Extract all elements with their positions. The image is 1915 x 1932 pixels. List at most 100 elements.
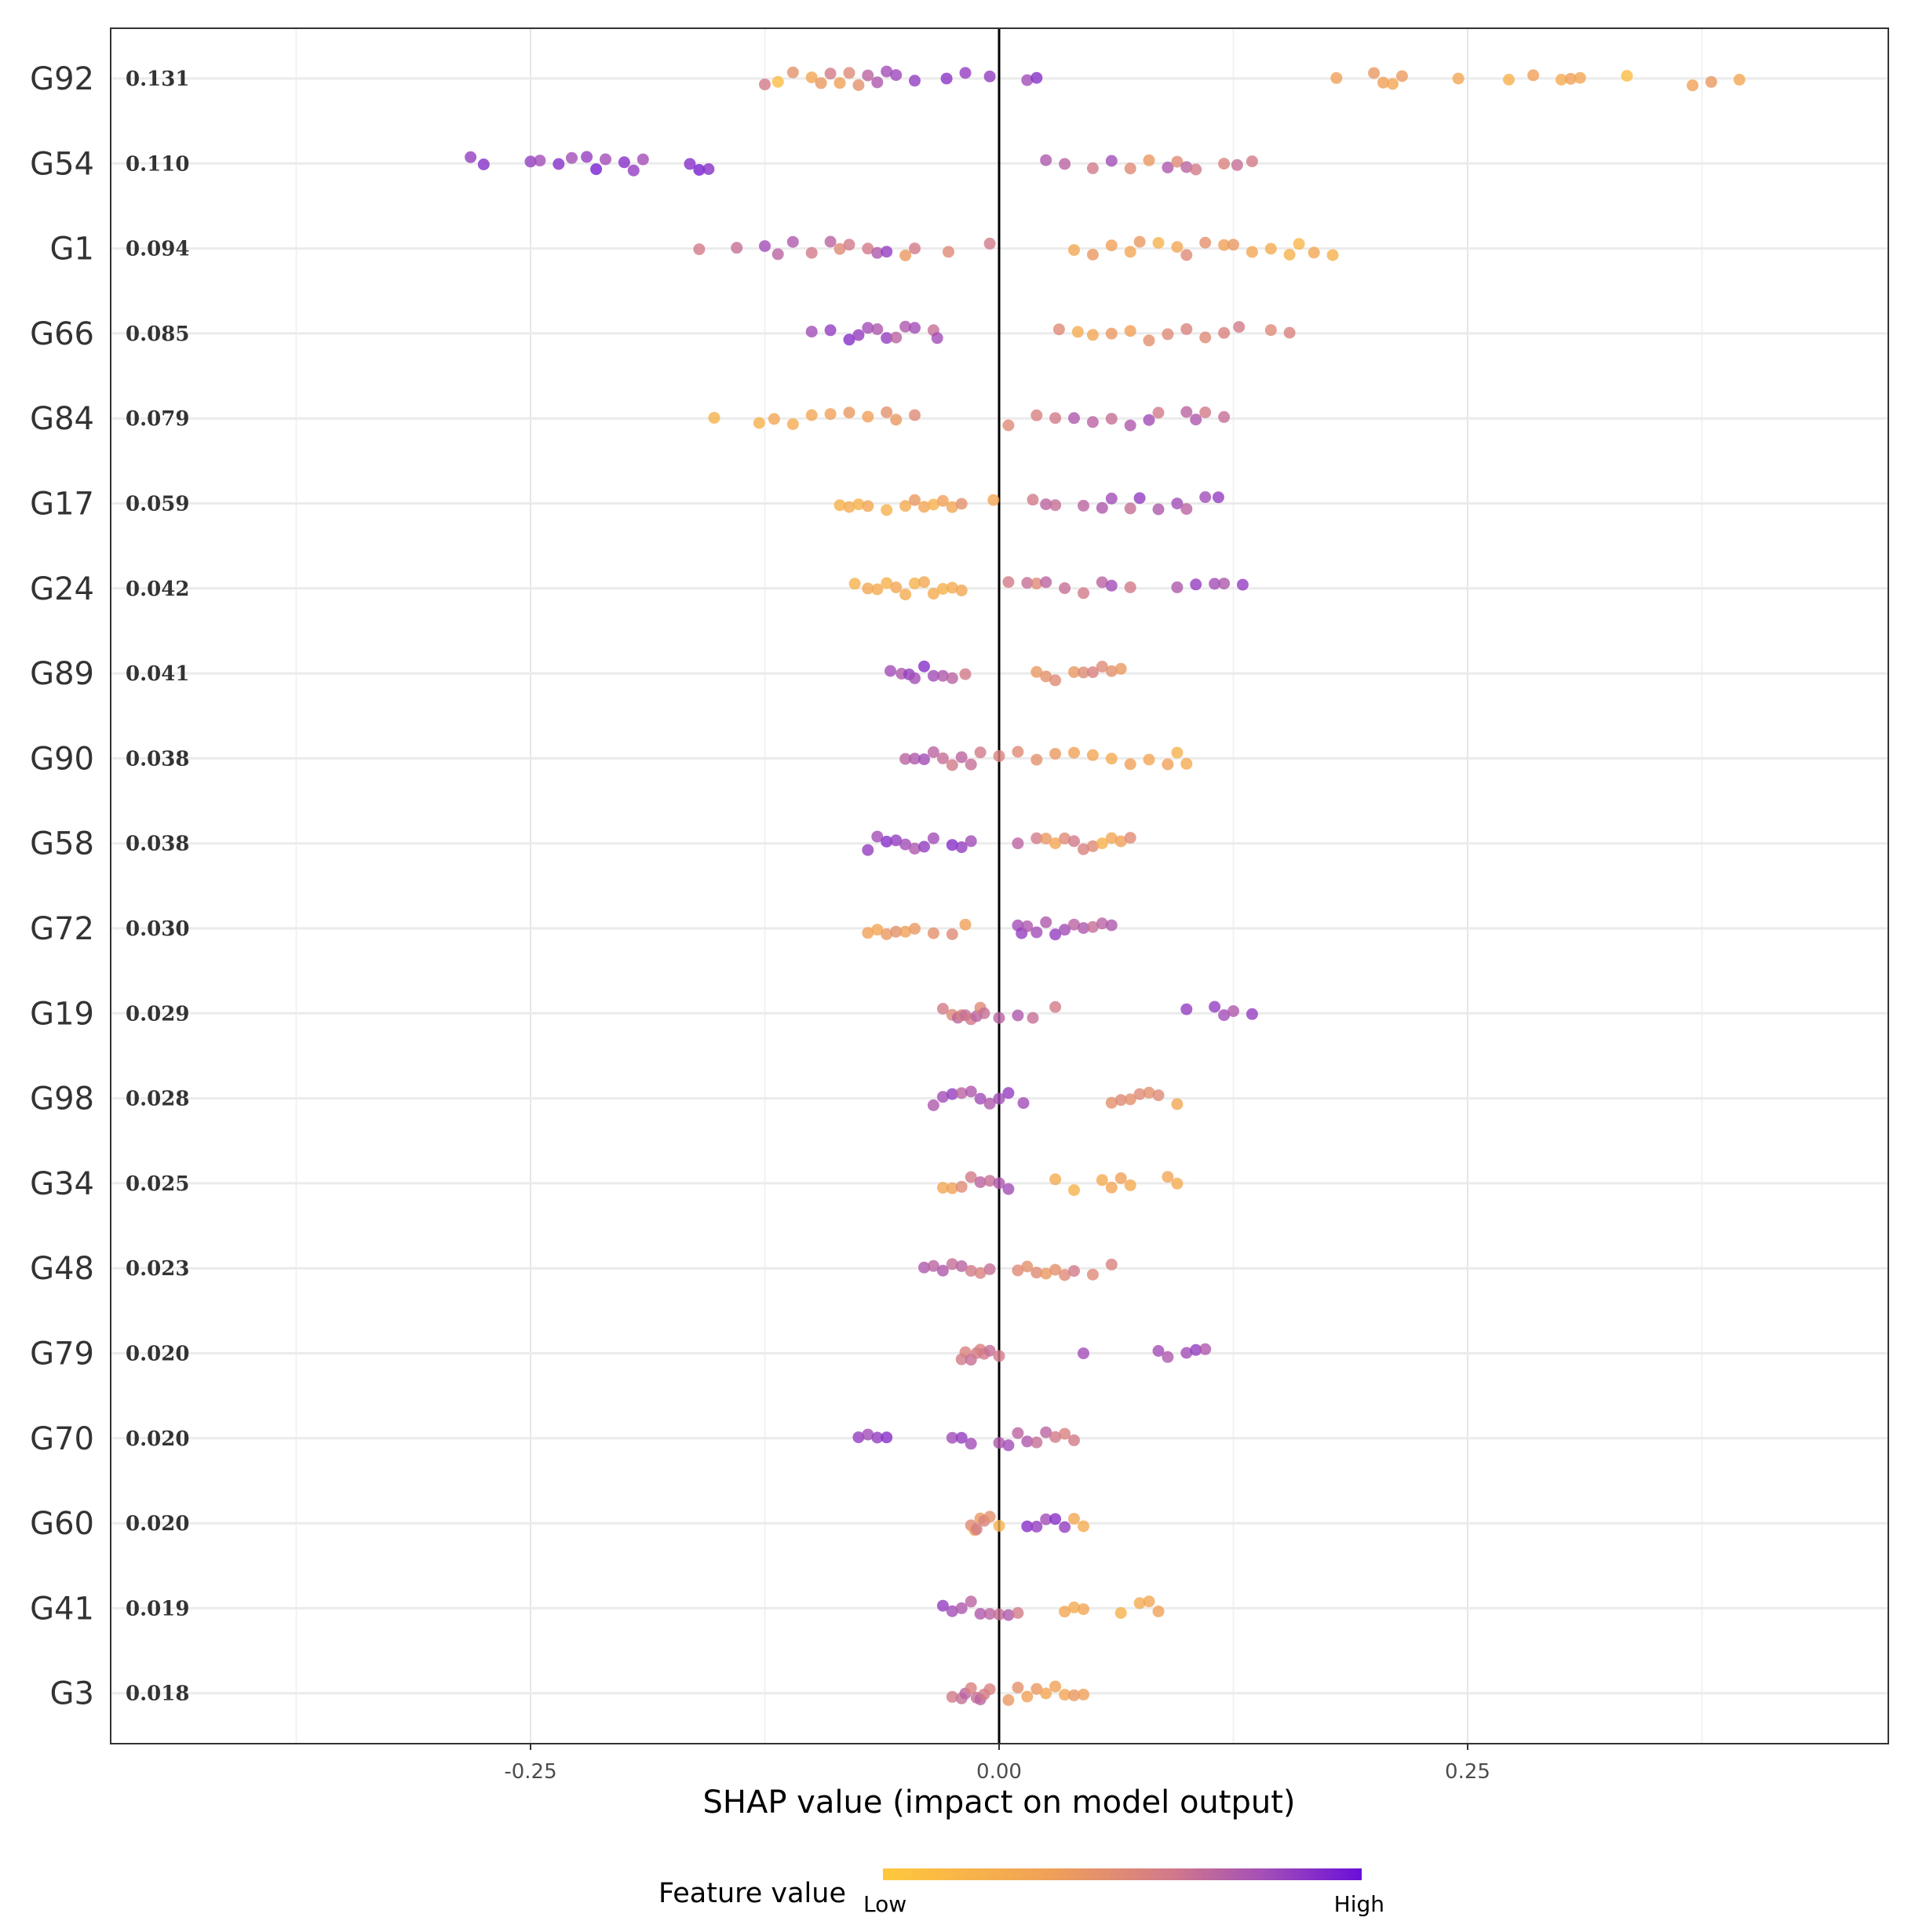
shap-point	[936, 1599, 949, 1612]
shap-point	[1246, 246, 1258, 258]
shap-point	[983, 1683, 996, 1696]
shap-point	[881, 836, 893, 848]
shap-point	[1059, 582, 1071, 594]
shap-point	[786, 418, 799, 430]
shap-point	[1687, 79, 1699, 92]
shap-point	[1068, 665, 1080, 678]
mean-abs-shap-label: 0.019	[126, 1597, 189, 1620]
shap-point	[1040, 1513, 1052, 1526]
shap-point	[983, 70, 996, 82]
shap-point	[959, 918, 972, 931]
shap-point	[1049, 1680, 1062, 1693]
shap-point	[931, 332, 943, 344]
shap-point	[974, 1176, 987, 1188]
shap-point	[1059, 924, 1071, 936]
shap-point	[1114, 1172, 1127, 1184]
shap-point	[1021, 920, 1034, 932]
shap-point	[946, 1690, 958, 1703]
shap-point	[824, 324, 837, 337]
legend-high-label: High	[1334, 1891, 1384, 1917]
shap-point	[946, 1431, 958, 1444]
shap-point	[1012, 837, 1024, 850]
shap-point	[909, 322, 921, 334]
shap-point	[1068, 1512, 1080, 1525]
shap-point	[1283, 326, 1296, 339]
shap-point	[909, 753, 921, 765]
shap-point	[1227, 1005, 1239, 1017]
shap-point	[959, 668, 972, 680]
shap-point	[1049, 674, 1062, 687]
shap-point	[1030, 71, 1043, 84]
shap-point	[1068, 918, 1080, 931]
shap-point	[1218, 578, 1231, 590]
mean-abs-shap-label: 0.030	[126, 917, 189, 941]
shap-point	[843, 501, 855, 513]
shap-point	[1124, 1093, 1136, 1106]
feature-labels: G92 0.131 G54 0.110 G1 0.094 G66 0.085 G84 0.079 G…	[30, 61, 189, 1712]
shap-point	[946, 928, 958, 940]
shap-point	[909, 494, 921, 506]
shap-point	[590, 163, 603, 176]
shap-point	[1059, 832, 1071, 844]
shap-point	[955, 841, 968, 854]
shap-point	[1152, 1089, 1165, 1102]
shap-point	[909, 577, 921, 589]
shap-point	[927, 746, 939, 758]
shap-point	[899, 250, 912, 261]
shap-point	[1096, 917, 1108, 930]
shap-point	[881, 577, 893, 589]
shap-point	[862, 1428, 874, 1441]
shap-point	[1246, 1008, 1258, 1020]
feature-name-label: G92	[30, 61, 94, 97]
shap-point	[1162, 161, 1174, 173]
points-layer	[465, 65, 1745, 1706]
shap-point	[1124, 419, 1136, 432]
shap-point	[1049, 837, 1062, 850]
shap-point	[1049, 1513, 1062, 1526]
shap-point	[1012, 745, 1024, 758]
shap-point	[1086, 329, 1099, 341]
shap-point	[1105, 579, 1118, 592]
shap-point	[534, 155, 546, 167]
shap-point	[1368, 67, 1381, 79]
feature-name-label: G60	[30, 1506, 94, 1542]
shap-point	[1040, 576, 1052, 589]
shap-point	[1030, 1436, 1043, 1449]
shap-point	[983, 237, 996, 250]
shap-point	[983, 1344, 996, 1357]
shap-point	[1078, 1688, 1089, 1701]
mean-abs-shap-label: 0.020	[126, 1343, 189, 1366]
shap-point	[871, 924, 884, 936]
shap-point	[1040, 1426, 1052, 1438]
shap-point	[1326, 249, 1339, 261]
shap-point	[918, 753, 930, 766]
shap-point	[1180, 1347, 1193, 1359]
shap-point	[1209, 578, 1221, 590]
shap-point	[946, 1605, 958, 1617]
mean-abs-shap-label: 0.025	[126, 1172, 189, 1196]
shap-point	[993, 749, 1005, 762]
shap-point	[618, 156, 630, 169]
shap-point	[890, 414, 903, 426]
shap-point	[786, 235, 799, 248]
shap-point	[871, 323, 884, 335]
shap-point	[927, 669, 939, 682]
shap-point	[1152, 503, 1165, 516]
feature-name-label: G90	[30, 741, 94, 777]
shap-point	[871, 246, 884, 259]
shap-point	[871, 830, 884, 843]
shap-point	[1105, 239, 1118, 252]
shap-point	[1293, 238, 1305, 250]
shap-point	[1030, 1520, 1043, 1533]
shap-point	[1012, 1009, 1024, 1022]
shap-point	[983, 1263, 996, 1275]
shap-point	[871, 76, 884, 89]
shap-point	[1068, 1601, 1080, 1613]
shap-point	[1086, 162, 1099, 174]
shap-point	[753, 417, 765, 429]
mean-abs-shap-label: 0.020	[126, 1427, 189, 1451]
shap-point	[833, 242, 846, 255]
shap-point	[909, 409, 921, 421]
shap-point	[843, 239, 855, 251]
shap-point	[1218, 326, 1231, 339]
